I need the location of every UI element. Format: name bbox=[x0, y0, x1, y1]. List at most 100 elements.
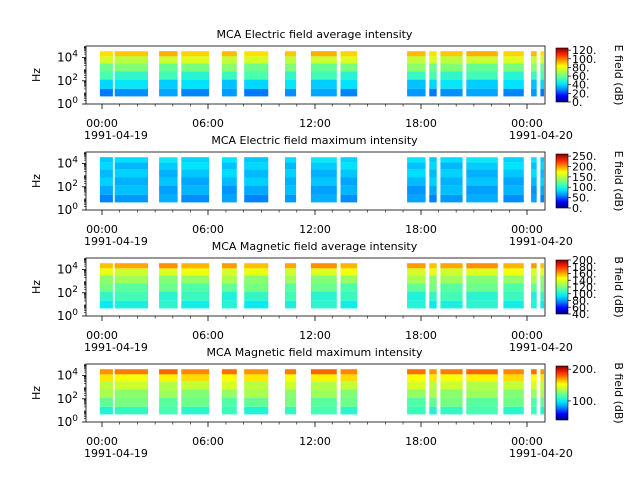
spectral-band bbox=[222, 406, 237, 415]
data-block bbox=[407, 263, 426, 309]
data-block bbox=[540, 369, 545, 415]
spectral-band bbox=[429, 263, 437, 269]
spectral-band bbox=[310, 374, 337, 382]
x-tick-label: 00:00 bbox=[511, 117, 543, 130]
spectral-band bbox=[285, 79, 297, 89]
spectral-band bbox=[440, 185, 463, 195]
spectral-band bbox=[466, 369, 498, 375]
data-block bbox=[531, 263, 537, 309]
spectral-band bbox=[503, 369, 524, 375]
spectral-band bbox=[181, 88, 210, 97]
spectral-band bbox=[340, 268, 358, 276]
spectral-band bbox=[466, 263, 498, 269]
spectral-band bbox=[503, 406, 524, 415]
spectral-band bbox=[466, 169, 498, 178]
spectral-band bbox=[340, 406, 358, 415]
data-block bbox=[114, 263, 148, 309]
colorbar-tick-label: 100. bbox=[572, 288, 597, 301]
spectral-band bbox=[285, 406, 297, 415]
data-block bbox=[181, 51, 210, 97]
colorbar-tick-label: 50. bbox=[572, 192, 590, 205]
spectral-band bbox=[114, 63, 148, 72]
x-tick-label: 00:00 bbox=[511, 435, 543, 448]
spectral-band bbox=[99, 63, 113, 72]
spectral-band bbox=[429, 177, 437, 186]
spectral-band bbox=[466, 157, 498, 163]
colorbar-tick-label: 120. bbox=[572, 44, 597, 57]
spectral-band bbox=[99, 177, 113, 186]
spectral-band bbox=[466, 300, 498, 309]
spectral-band bbox=[99, 88, 113, 97]
data-block bbox=[99, 51, 113, 97]
spectral-band bbox=[466, 177, 498, 186]
spectral-band bbox=[407, 63, 426, 72]
data-block bbox=[114, 51, 148, 97]
spectral-band bbox=[285, 283, 297, 292]
x-date-label: 1991-04-20 bbox=[509, 129, 573, 142]
spectral-band bbox=[429, 291, 437, 301]
data-block bbox=[540, 157, 545, 203]
data-block bbox=[285, 369, 297, 415]
spectral-band bbox=[222, 283, 237, 292]
x-tick-label: 00:00 bbox=[86, 117, 118, 130]
spectral-band bbox=[114, 275, 148, 284]
spectral-band bbox=[440, 51, 463, 57]
spectral-band bbox=[531, 374, 537, 382]
spectral-band bbox=[503, 397, 524, 407]
spectral-band bbox=[222, 381, 237, 390]
data-block bbox=[440, 157, 463, 203]
spectral-band bbox=[440, 162, 463, 170]
spectral-band bbox=[285, 369, 297, 375]
spectral-band bbox=[222, 169, 237, 178]
spectral-band bbox=[222, 71, 237, 80]
spectral-band bbox=[99, 374, 113, 382]
data-block bbox=[285, 157, 297, 203]
spectral-band bbox=[244, 169, 269, 178]
colorbar-tick-label: 100. bbox=[572, 181, 597, 194]
spectral-band bbox=[440, 79, 463, 89]
data-block bbox=[340, 263, 358, 309]
spectral-band bbox=[503, 51, 524, 57]
spectral-band bbox=[531, 185, 537, 195]
colorbar-tick-label: 40. bbox=[572, 79, 590, 92]
spectral-band bbox=[503, 56, 524, 64]
spectral-band bbox=[310, 406, 337, 415]
spectral-band bbox=[99, 194, 113, 203]
spectral-band bbox=[310, 185, 337, 195]
spectral-band bbox=[503, 177, 524, 186]
spectral-band bbox=[310, 194, 337, 203]
x-tick-label: 06:00 bbox=[192, 117, 224, 130]
data-block bbox=[466, 369, 498, 415]
spectral-band bbox=[466, 88, 498, 97]
spectral-band bbox=[440, 63, 463, 72]
spectral-band bbox=[181, 374, 210, 382]
spectral-band bbox=[181, 71, 210, 80]
spectral-band bbox=[440, 56, 463, 64]
data-block bbox=[440, 263, 463, 309]
spectral-band bbox=[244, 397, 269, 407]
data-block bbox=[407, 51, 426, 97]
spectral-band bbox=[440, 268, 463, 276]
spectral-band bbox=[340, 71, 358, 80]
spectral-band bbox=[285, 194, 297, 203]
y-tick-label: 100 bbox=[57, 202, 78, 217]
x-date-label: 1991-04-20 bbox=[509, 341, 573, 354]
colorbar-tick-label: 180. bbox=[572, 261, 597, 274]
spectral-band bbox=[222, 88, 237, 97]
spectral-band bbox=[429, 406, 437, 415]
spectral-band bbox=[310, 283, 337, 292]
spectral-band bbox=[310, 397, 337, 407]
spectral-band bbox=[159, 71, 178, 80]
spectral-band bbox=[440, 194, 463, 203]
spectral-band bbox=[503, 88, 524, 97]
spectral-band bbox=[310, 263, 337, 269]
spectral-band bbox=[114, 177, 148, 186]
spectral-band bbox=[429, 381, 437, 390]
spectral-band bbox=[440, 71, 463, 80]
spectral-band bbox=[159, 397, 178, 407]
spectral-band bbox=[244, 71, 269, 80]
spectral-band bbox=[540, 389, 545, 398]
spectral-band bbox=[503, 63, 524, 72]
spectral-band bbox=[285, 56, 297, 64]
spectral-band bbox=[531, 381, 537, 390]
